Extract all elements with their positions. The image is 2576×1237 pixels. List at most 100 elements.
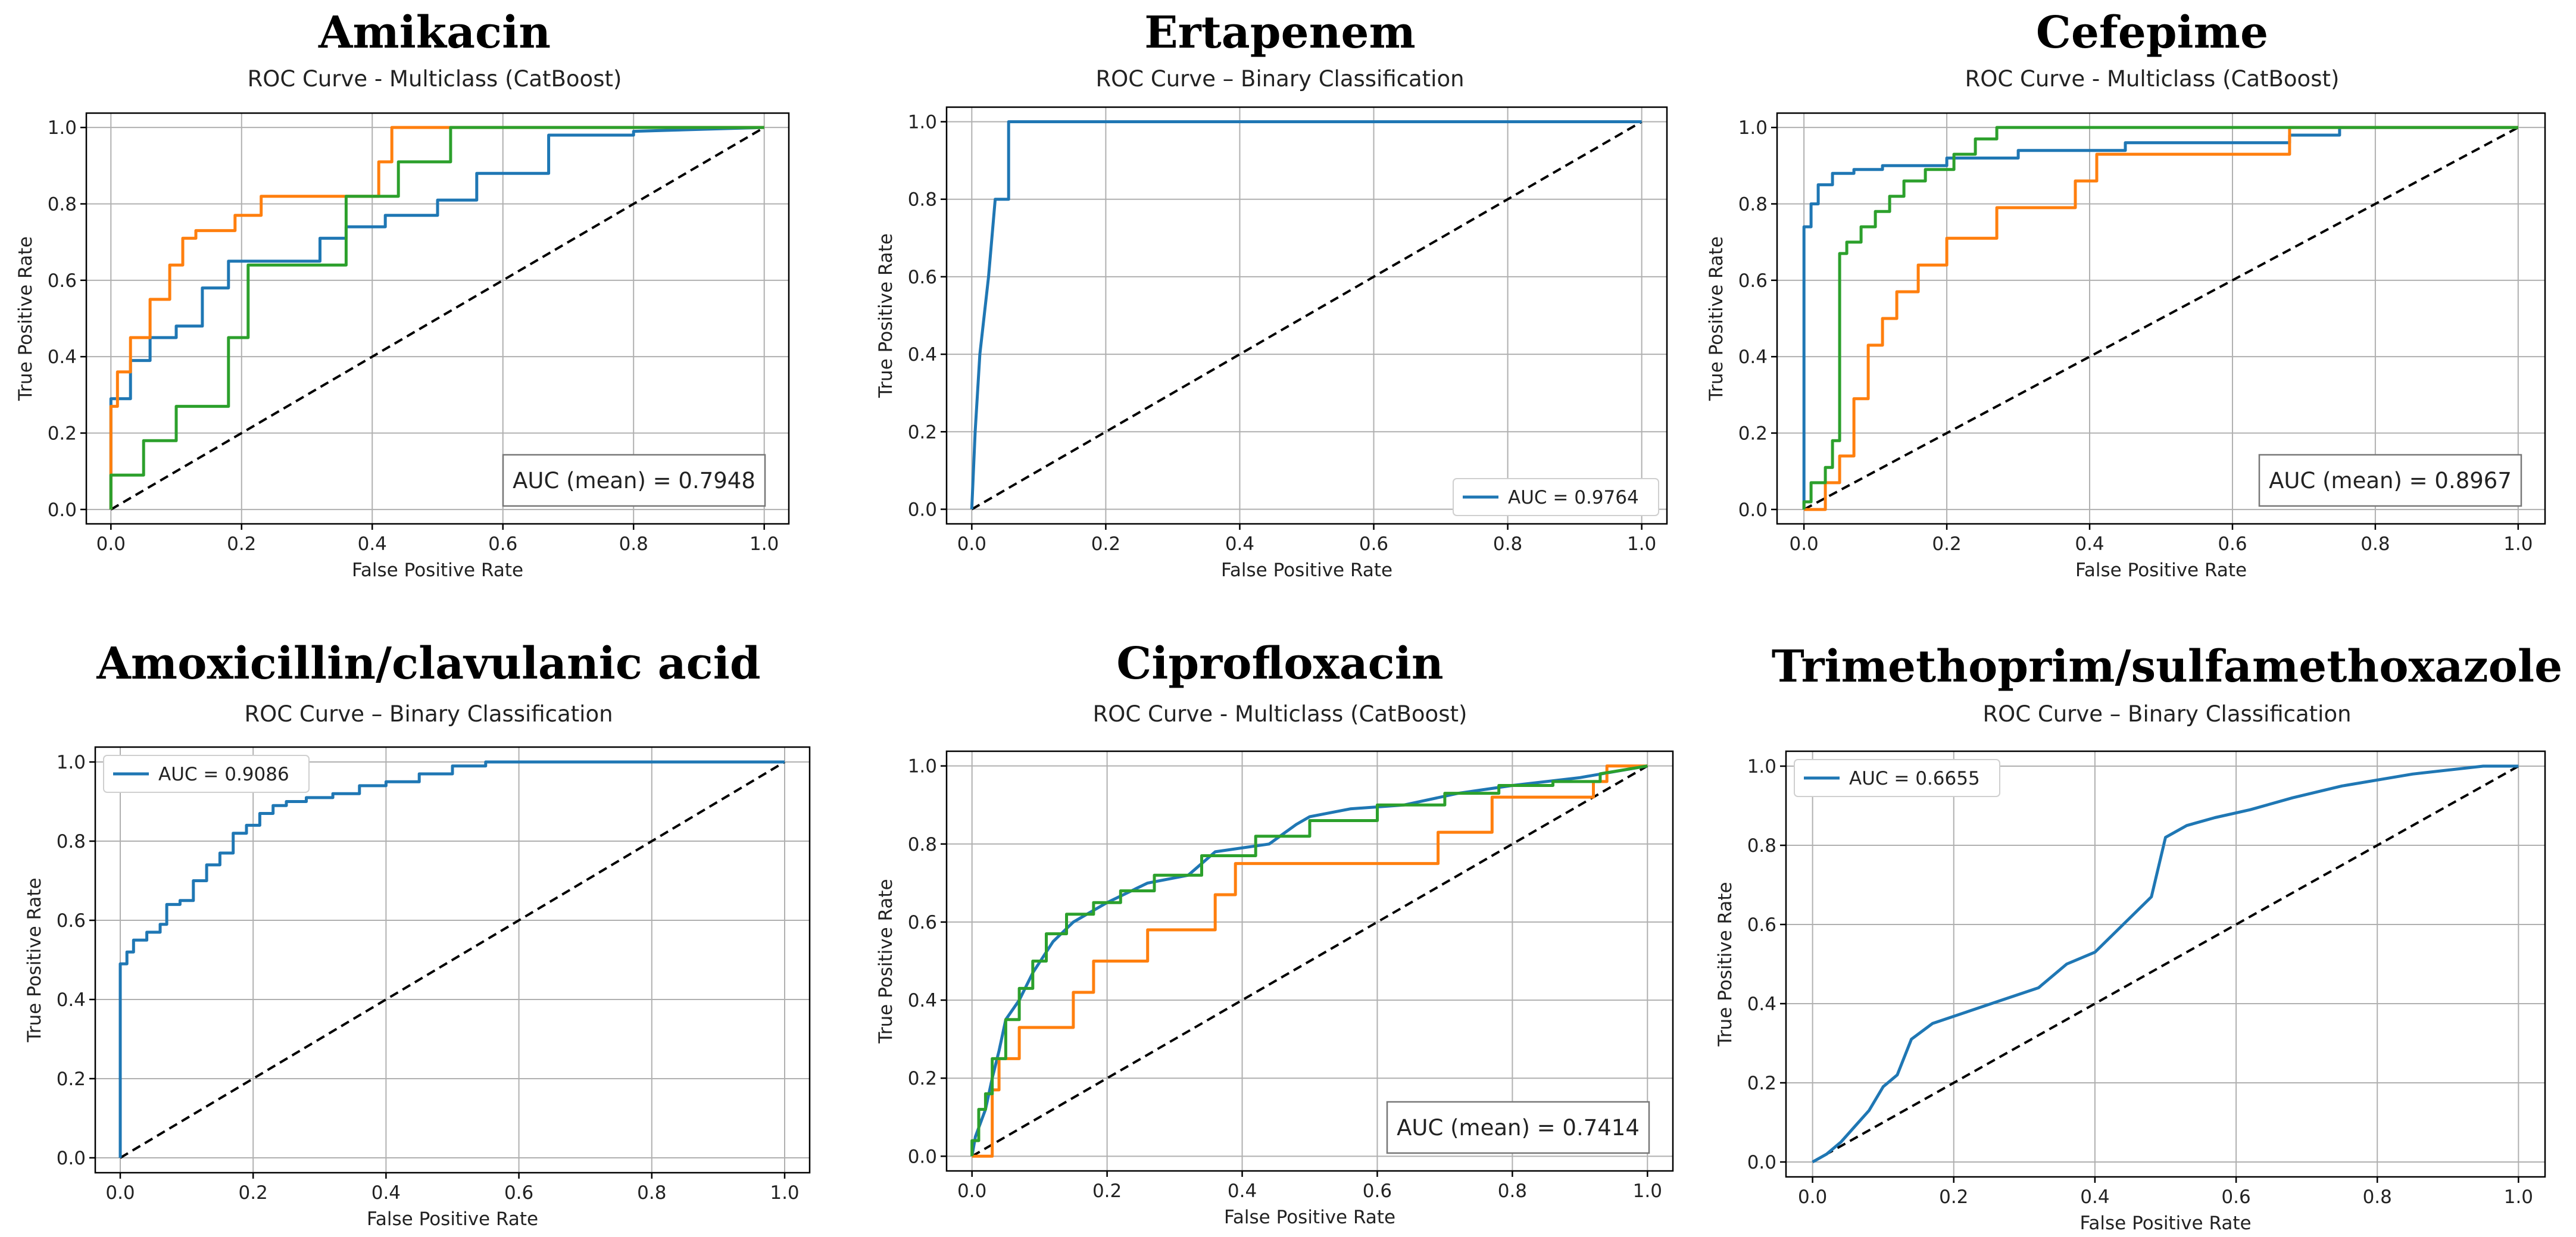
legend-box xyxy=(103,755,310,793)
y-axis-label: True Positive Rate xyxy=(875,879,897,1044)
x-tick-label: 0.0 xyxy=(96,533,126,555)
chart-title: ROC Curve - Multiclass (CatBoost) xyxy=(1093,701,1467,727)
y-tick-label: 0.8 xyxy=(1738,193,1768,215)
x-tick-label: 0.8 xyxy=(1498,1180,1527,1202)
y-tick-label: 0.6 xyxy=(1747,914,1776,936)
y-axis-label: True Positive Rate xyxy=(24,877,45,1042)
y-tick-label: 0.6 xyxy=(48,270,77,292)
x-axis-label: False Positive Rate xyxy=(1221,560,1392,581)
x-tick-label: 0.2 xyxy=(227,533,256,555)
y-axis-label: True Positive Rate xyxy=(875,233,897,398)
y-tick-label: 0.6 xyxy=(908,267,937,288)
x-tick-label: 0.8 xyxy=(637,1182,666,1204)
x-tick-label: 1.0 xyxy=(770,1182,799,1204)
legend-box xyxy=(1453,478,1659,516)
chart-title: ROC Curve – Binary Classification xyxy=(1095,66,1464,92)
x-tick-label: 1.0 xyxy=(750,533,779,555)
y-tick-label: 0.2 xyxy=(57,1069,86,1090)
x-tick-label: 0.4 xyxy=(1228,1180,1257,1202)
y-tick-label: 0.4 xyxy=(1747,994,1776,1015)
roc-curve-class-2 xyxy=(1802,126,2518,510)
chance-diagonal xyxy=(971,764,1648,1158)
x-tick-label: 0.4 xyxy=(2080,1186,2109,1208)
x-axis-label: False Positive Rate xyxy=(352,560,523,581)
x-tick-label: 0.6 xyxy=(2218,533,2247,555)
y-tick-label: 0.2 xyxy=(1738,423,1768,445)
y-tick-label: 0.8 xyxy=(48,193,77,215)
x-axis-label: False Positive Rate xyxy=(1224,1207,1395,1228)
x-tick-label: 0.8 xyxy=(2363,1186,2392,1208)
chance-diagonal xyxy=(971,120,1643,511)
chart-panel-4: Amoxicillin/clavulanic acid ROC Curve – B… xyxy=(24,638,811,1230)
roc-curve-roc xyxy=(1812,764,2519,1164)
x-tick-label: 1.0 xyxy=(2503,533,2533,555)
legend-box xyxy=(1794,759,2000,797)
chance-diagonal xyxy=(1803,126,2519,511)
y-tick-label: 0.8 xyxy=(908,834,937,855)
y-tick-label: 0.4 xyxy=(48,346,77,368)
auc-annotation: AUC (mean) = 0.7414 xyxy=(1397,1115,1640,1141)
y-tick-label: 0.2 xyxy=(908,1068,937,1089)
chance-diagonal xyxy=(1812,765,2519,1163)
chart-title: ROC Curve - Multiclass (CatBoost) xyxy=(1965,66,2340,92)
x-tick-label: 0.6 xyxy=(488,533,517,555)
chart-title: ROC Curve – Binary Classification xyxy=(1982,701,2351,727)
drug-title: Amoxicillin/clavulanic acid xyxy=(96,638,760,689)
plot-frame xyxy=(85,112,790,525)
drug-title: Ertapenem xyxy=(1144,7,1416,58)
plot-frame xyxy=(945,106,1668,525)
x-tick-label: 1.0 xyxy=(2504,1186,2533,1208)
y-tick-label: 1.0 xyxy=(48,117,77,139)
y-tick-label: 0.0 xyxy=(1738,499,1768,521)
y-tick-label: 0.0 xyxy=(908,499,937,521)
chance-diagonal xyxy=(110,126,765,511)
x-tick-label: 0.8 xyxy=(619,533,648,555)
y-tick-label: 0.0 xyxy=(1747,1152,1776,1173)
x-tick-label: 1.0 xyxy=(1627,533,1656,555)
y-tick-label: 0.6 xyxy=(1738,270,1768,292)
y-tick-label: 0.2 xyxy=(908,421,937,443)
x-tick-label: 0.4 xyxy=(371,1182,401,1204)
chart-panel-2: Ertapenem ROC Curve – Binary Classificati… xyxy=(875,7,1668,581)
drug-title: Ciprofloxacin xyxy=(1116,638,1443,689)
roc-curve-class-1 xyxy=(109,126,764,510)
drug-title: Trimethoprim/sulfamethoxazole xyxy=(1772,641,2562,692)
y-tick-label: 0.4 xyxy=(908,344,937,366)
drug-title: Cefepime xyxy=(2036,7,2268,58)
y-tick-label: 0.4 xyxy=(908,990,937,1011)
y-tick-label: 1.0 xyxy=(1747,756,1776,777)
y-axis-label: True Positive Rate xyxy=(1715,882,1736,1047)
y-tick-label: 1.0 xyxy=(57,752,86,773)
chart-panel-3: Cefepime ROC Curve - Multiclass (CatBoost… xyxy=(1706,7,2546,581)
legend-label: AUC = 0.9764 xyxy=(1508,487,1639,508)
plot-frame xyxy=(1785,750,2546,1178)
roc-curve-class-0 xyxy=(109,126,764,510)
x-tick-label: 0.4 xyxy=(2075,533,2104,555)
x-axis-label: False Positive Rate xyxy=(2079,1213,2251,1234)
y-tick-label: 0.2 xyxy=(1747,1073,1776,1094)
x-tick-label: 0.6 xyxy=(1363,1180,1392,1202)
auc-annotation-box xyxy=(1386,1101,1650,1154)
legend-label: AUC = 0.6655 xyxy=(1849,768,1980,789)
x-tick-label: 0.0 xyxy=(957,1180,986,1202)
y-tick-label: 0.8 xyxy=(908,189,937,211)
plot-frame xyxy=(1776,112,2546,525)
x-tick-label: 0.0 xyxy=(957,533,986,555)
chart-panel-6: Trimethoprim/sulfamethoxazole ROC Curve –… xyxy=(1715,641,2562,1234)
y-tick-label: 1.0 xyxy=(908,112,937,133)
x-axis-label: False Positive Rate xyxy=(367,1208,538,1230)
x-tick-label: 0.8 xyxy=(2360,533,2390,555)
x-tick-label: 0.0 xyxy=(105,1182,135,1204)
x-axis-label: False Positive Rate xyxy=(2075,560,2247,581)
y-axis-label: True Positive Rate xyxy=(15,236,36,401)
y-axis-label: True Positive Rate xyxy=(1706,236,1727,401)
y-tick-label: 0.8 xyxy=(57,831,86,852)
x-tick-label: 0.4 xyxy=(1225,533,1254,555)
x-tick-label: 0.6 xyxy=(1359,533,1388,555)
y-tick-label: 0.2 xyxy=(48,423,77,445)
roc-curve-roc xyxy=(970,120,1642,510)
roc-curve-roc xyxy=(118,760,785,1158)
auc-annotation: AUC (mean) = 0.8967 xyxy=(2269,468,2512,493)
y-tick-label: 1.0 xyxy=(908,756,937,777)
x-tick-label: 0.2 xyxy=(1092,1180,1122,1202)
